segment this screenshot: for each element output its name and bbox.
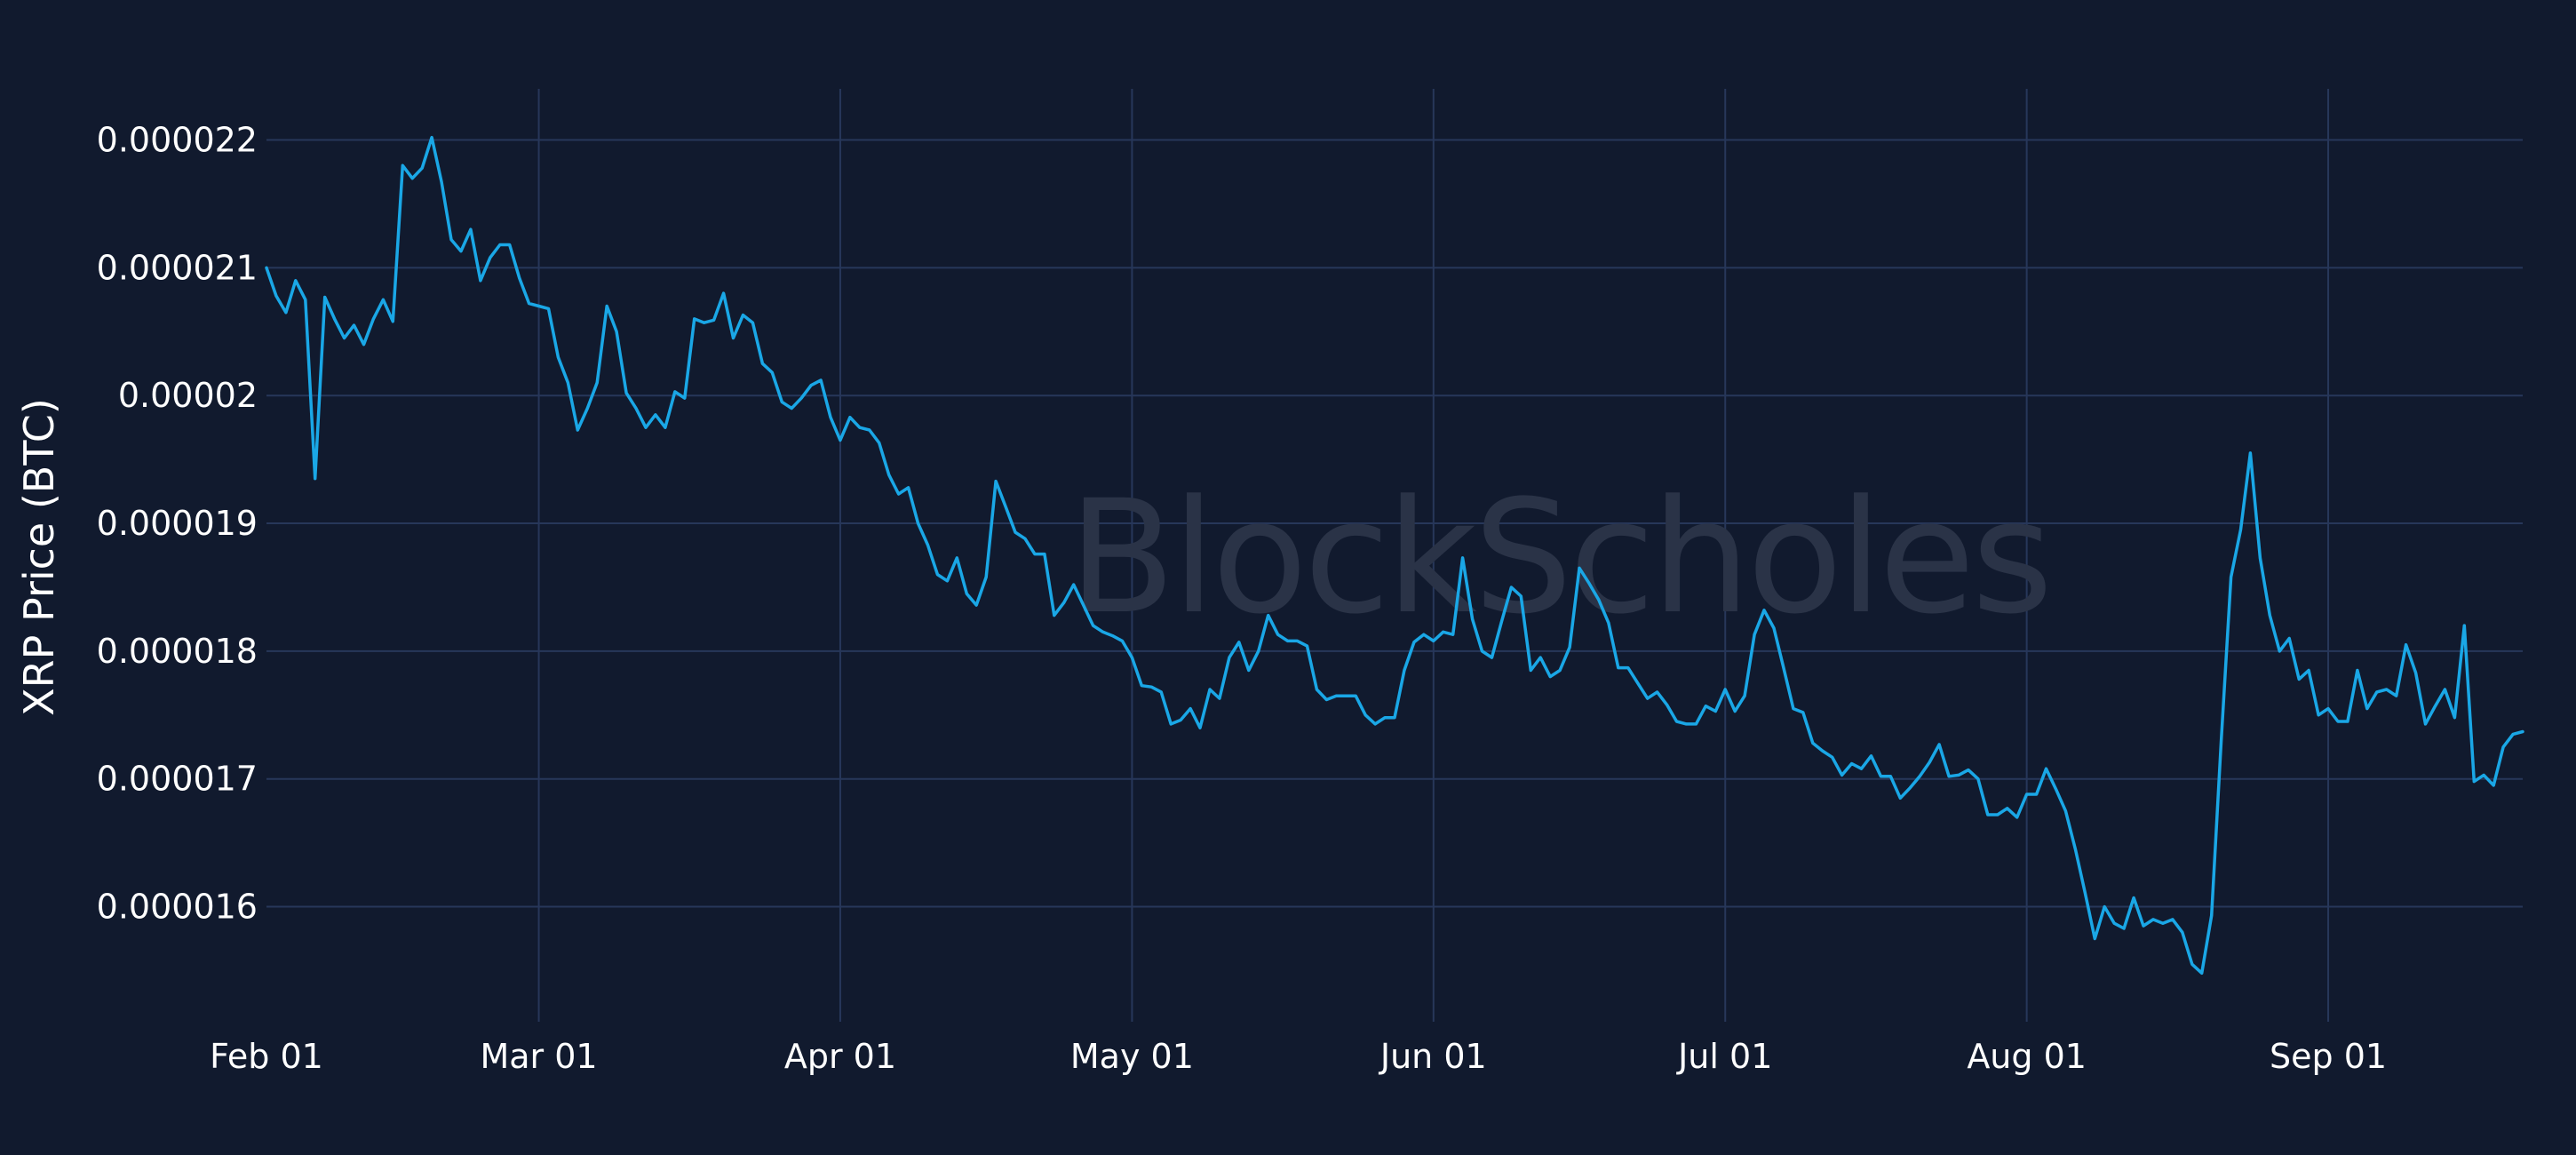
x-tick-label: Jun 01 xyxy=(1379,1037,1487,1076)
y-tick-label: 0.000018 xyxy=(97,632,258,671)
watermark: BlockScholes xyxy=(1069,466,2050,649)
x-tick-label: Mar 01 xyxy=(480,1037,597,1076)
x-tick-label: Jul 01 xyxy=(1676,1037,1772,1076)
x-gridlines xyxy=(537,89,2330,1022)
x-tick-label: May 01 xyxy=(1070,1037,1194,1076)
y-tick-label: 0.00002 xyxy=(118,376,258,415)
y-axis-title: XRP Price (BTC) xyxy=(15,398,63,716)
y-tick-label: 0.000016 xyxy=(97,888,258,927)
x-tick-label: Apr 01 xyxy=(784,1037,896,1076)
x-tick-label: Sep 01 xyxy=(2270,1037,2387,1076)
y-tick-label: 0.000021 xyxy=(97,248,258,287)
x-tick-labels: Feb 01 Mar 01 Apr 01 May 01 Jun 01 Jul 01 Aug … xyxy=(210,1037,2387,1076)
y-tick-label: 0.000019 xyxy=(97,504,258,543)
x-tick-label: Feb 01 xyxy=(210,1037,323,1076)
y-tick-labels: 0.000016 0.000017 0.000018 0.000019 0.00002 0… xyxy=(97,121,258,927)
y-tick-label: 0.000022 xyxy=(97,121,258,160)
y-tick-label: 0.000017 xyxy=(97,760,258,799)
x-tick-label: Aug 01 xyxy=(1967,1037,2087,1076)
series-line xyxy=(265,135,2524,976)
y-gridlines xyxy=(266,139,2523,908)
